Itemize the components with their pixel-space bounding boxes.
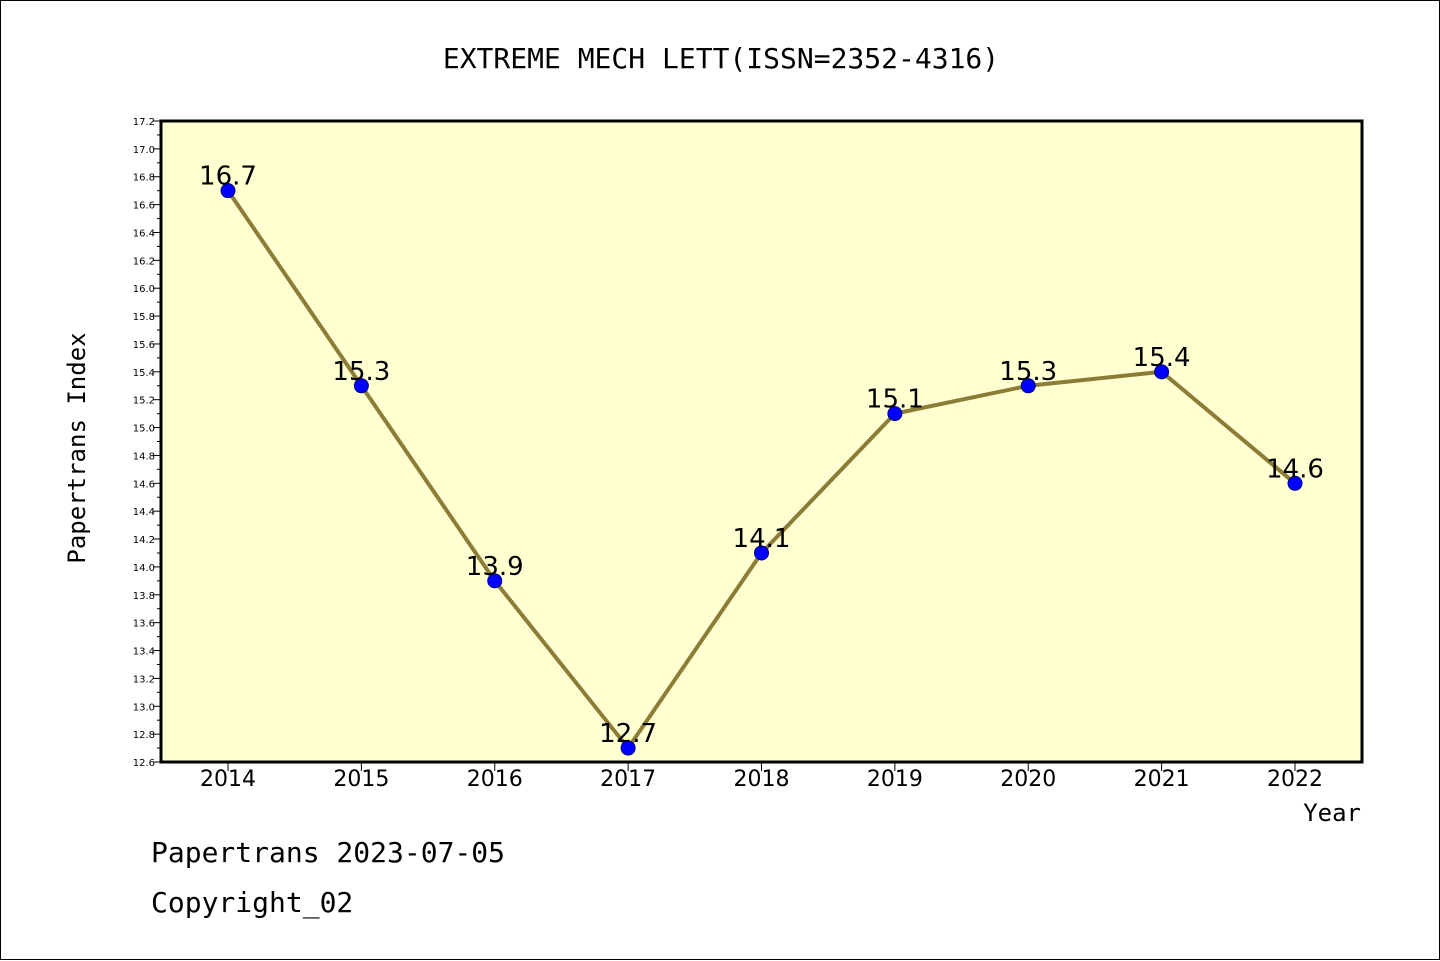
y-tick-label: 14.4 <box>133 507 155 518</box>
y-tick-label: 14.6 <box>133 479 155 490</box>
y-tick-label: 16.4 <box>133 228 155 239</box>
x-tick-label: 2014 <box>200 767 256 792</box>
y-tick-label: 13.6 <box>133 619 155 630</box>
x-tick-label: 2018 <box>734 767 790 792</box>
x-axis-title: Year <box>1303 799 1361 827</box>
plot-border <box>159 119 1364 764</box>
data-label: 15.3 <box>999 357 1057 387</box>
data-label: 14.1 <box>733 524 791 554</box>
y-tick-label: 14.8 <box>133 451 155 462</box>
y-tick-label: 16.2 <box>133 256 155 267</box>
y-tick-label: 16.0 <box>133 284 155 295</box>
data-point <box>353 378 369 394</box>
x-tick-label: 2022 <box>1267 767 1323 792</box>
footer-date-text: Papertrans 2023-07-05 <box>151 836 506 869</box>
data-point <box>620 740 636 756</box>
y-tick-label: 12.6 <box>133 758 155 769</box>
x-tick-label: 2020 <box>1000 767 1056 792</box>
data-label: 15.3 <box>332 357 390 387</box>
data-point <box>1020 378 1036 394</box>
x-tick-label: 2021 <box>1134 767 1190 792</box>
y-tick-label: 13.0 <box>133 702 155 713</box>
y-axis-title: Papertrans Index <box>63 332 91 563</box>
y-tick-label: 15.6 <box>133 340 155 351</box>
data-label: 15.1 <box>866 385 924 415</box>
y-tick-label: 13.2 <box>133 674 155 685</box>
x-tick-label: 2017 <box>600 767 656 792</box>
data-point <box>887 406 903 422</box>
y-axis: 12.6 12.8 13.0 13.2 13.4 13.6 13.8 14.0 14.2 14.4… <box>133 117 161 769</box>
data-series <box>220 183 1303 756</box>
footer-copyright-text: Copyright_02 <box>151 886 354 919</box>
plot-area <box>161 121 1362 762</box>
y-tick-label: 15.0 <box>133 424 155 435</box>
data-labels: 16.7 15.3 13.9 12.7 14.1 15.1 15.3 15.4 14.6 <box>199 162 1324 749</box>
x-tick-label: 2015 <box>333 767 389 792</box>
data-label: 14.6 <box>1266 454 1324 484</box>
data-label: 13.9 <box>466 552 524 582</box>
y-tick-label: 15.4 <box>133 368 155 379</box>
x-tick-label: 2019 <box>867 767 923 792</box>
y-tick-label: 13.4 <box>133 647 155 658</box>
y-tick-label: 14.0 <box>133 563 155 574</box>
y-tick-label: 13.8 <box>133 591 155 602</box>
chart-title: EXTREME MECH LETT(ISSN=2352-4316) <box>443 42 999 75</box>
data-point <box>1154 364 1170 380</box>
x-tick-label: 2016 <box>467 767 523 792</box>
data-point <box>754 545 769 561</box>
y-tick-label: 12.8 <box>133 730 155 741</box>
y-tick-label: 17.2 <box>133 117 155 128</box>
data-point <box>487 573 503 589</box>
data-point <box>1287 475 1303 491</box>
data-label: 12.7 <box>599 719 657 749</box>
y-tick-label: 16.8 <box>133 173 155 184</box>
y-tick-label: 16.6 <box>133 201 155 212</box>
x-axis: 2014 2015 2016 2017 2018 2019 2020 2021 2022 <box>200 762 1323 792</box>
y-tick-label: 14.2 <box>133 535 155 546</box>
y-tick-label: 15.2 <box>133 396 155 407</box>
data-label: 16.7 <box>199 162 257 192</box>
data-label: 15.4 <box>1133 343 1191 373</box>
y-tick-label: 17.0 <box>133 145 155 156</box>
data-point <box>220 183 236 199</box>
y-tick-label: 15.8 <box>133 312 155 323</box>
